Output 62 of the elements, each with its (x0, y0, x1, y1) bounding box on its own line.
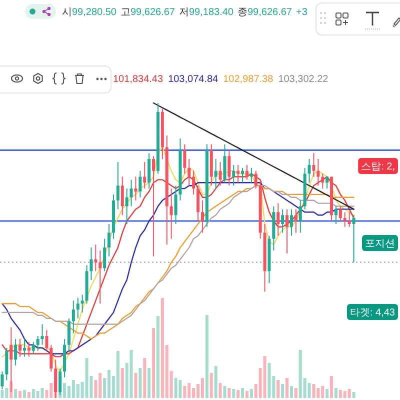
bar (0, 390, 4, 398)
bar (334, 388, 338, 398)
bar (245, 391, 248, 398)
candlestick (134, 176, 138, 200)
bar (85, 358, 88, 398)
bar (174, 378, 178, 398)
candlestick (152, 156, 156, 256)
bar (214, 366, 218, 398)
bar (143, 358, 146, 398)
text: 고99,626.67 (120, 7, 176, 18)
bar (200, 378, 204, 398)
candlestick (98, 250, 102, 304)
bar (183, 386, 186, 398)
bar (250, 389, 253, 398)
text: 종99,626.67 (238, 7, 292, 18)
bar (27, 392, 30, 398)
bar (232, 389, 236, 398)
bar (268, 363, 271, 398)
text: 스탑: 2, (361, 162, 395, 173)
bar (14, 389, 18, 398)
bar (290, 386, 293, 398)
bar (218, 383, 222, 398)
bar (210, 373, 213, 398)
bar (156, 316, 160, 398)
bar (228, 388, 231, 398)
bar (236, 390, 240, 398)
bar (148, 368, 151, 398)
bar (281, 384, 284, 398)
bar (286, 378, 289, 398)
bar (352, 392, 356, 398)
bar (263, 356, 266, 398)
bar (22, 390, 26, 398)
bar (40, 388, 44, 398)
text: 101,834.43 (113, 74, 164, 85)
bar (205, 315, 208, 398)
text: 저99,183.40 (179, 7, 234, 18)
annotation: 타겟: 4,43 (350, 308, 396, 319)
bar (130, 350, 133, 398)
bar (120, 368, 124, 398)
bar (326, 389, 329, 398)
bar (241, 388, 244, 398)
text: 시99,280.50 (62, 7, 117, 18)
text: 포지션 (365, 238, 395, 250)
bar (276, 380, 280, 398)
bar (152, 328, 156, 398)
bar (138, 368, 142, 398)
bar (294, 388, 298, 398)
text: +3 (296, 7, 308, 18)
bar (116, 351, 120, 398)
candlestick (352, 215, 356, 262)
bar (223, 386, 226, 398)
bar (330, 376, 334, 398)
text: 102,987.38 (223, 74, 274, 85)
candlestick (94, 244, 98, 272)
text: 103,302.22 (278, 74, 329, 85)
bar (134, 373, 138, 398)
text: 103,074.84 (168, 74, 219, 85)
bar (348, 389, 351, 398)
bar (18, 391, 22, 398)
candlestick (40, 324, 44, 345)
bar (312, 384, 316, 398)
bar (178, 380, 182, 398)
